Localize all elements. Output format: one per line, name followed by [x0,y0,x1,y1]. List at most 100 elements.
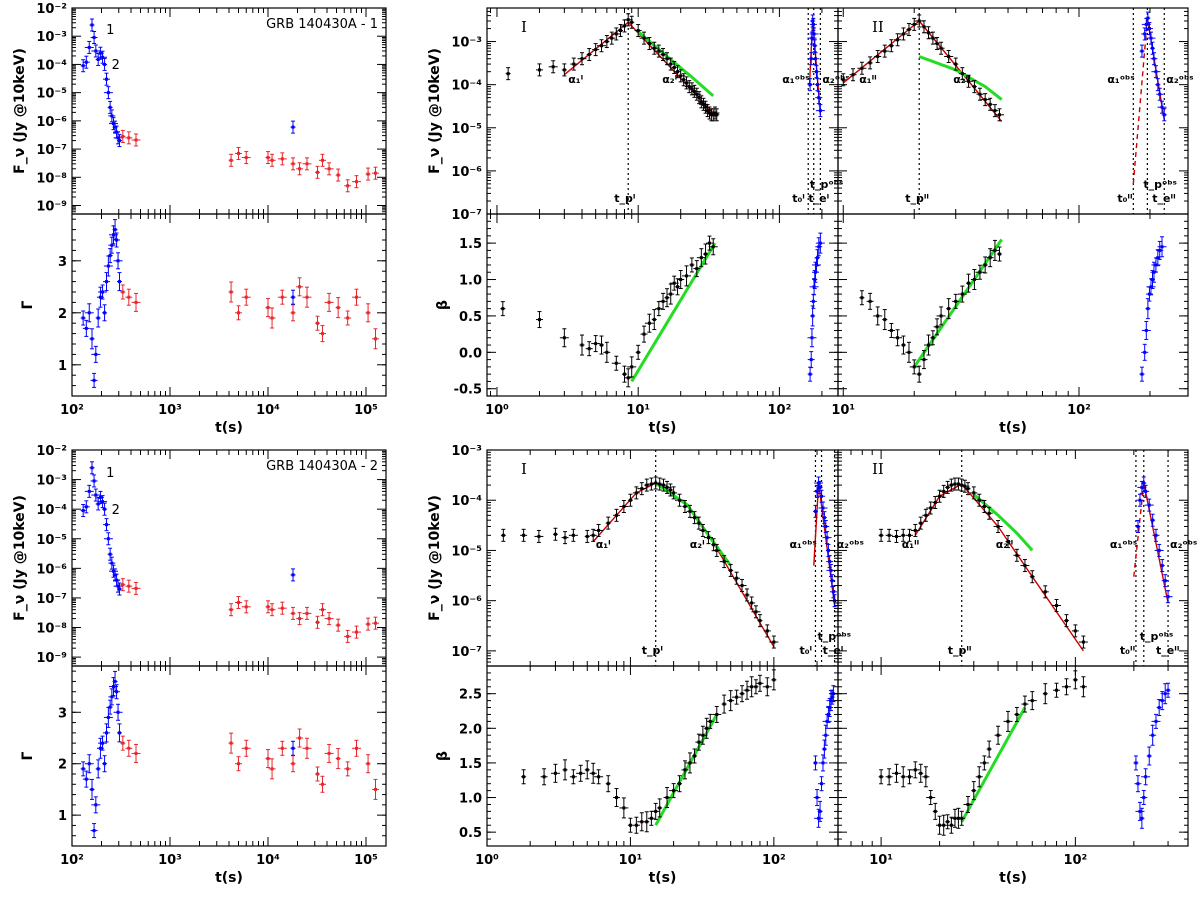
data-point [687,85,691,89]
data-point [1138,498,1142,502]
data-point [1160,245,1164,249]
x-tick-label: 10³ [158,403,182,418]
data-point [825,536,829,540]
data-point [883,49,887,53]
data-point [949,483,953,487]
data-point [298,617,302,621]
data-point [997,113,1001,117]
series-second-flare-blue- [812,685,837,828]
x-tick-label: 10² [60,403,84,418]
y-tick-label: 10⁻⁶ [36,115,67,130]
data-point [98,746,102,750]
data-point [1151,518,1155,522]
data-point [647,321,651,325]
annotation-label: α₂ᴵ [690,538,705,551]
data-point [105,77,109,81]
data-point [722,702,726,706]
data-point [111,122,115,126]
y-tick-label: 10⁻³ [451,36,482,51]
data-point [933,809,937,813]
data-point [685,274,689,278]
data-point [366,311,370,315]
data-point [652,46,656,50]
y-tick-label: 0.5 [459,310,482,325]
data-point [108,705,112,709]
series-second-flare-blue- [1139,236,1167,382]
fit-rise-fit [914,483,963,536]
data-point [244,605,248,609]
data-point [929,506,933,510]
series-flare-data [878,670,1087,836]
data-point [679,74,683,78]
data-point [87,489,91,493]
y-tick-label: 10⁻⁷ [36,143,67,158]
data-point [634,823,638,827]
data-point [84,326,88,330]
data-point [808,372,812,376]
data-point [665,796,669,800]
series-flare-data [840,14,1004,122]
data-point [812,285,816,289]
data-point [1140,372,1144,376]
data-point [316,772,320,776]
data-point [657,307,661,311]
data-point [735,576,739,580]
data-point [830,695,834,699]
data-point [645,820,649,824]
data-point [1156,83,1160,87]
data-point [346,184,350,188]
data-point [815,83,819,87]
data-point [636,350,640,354]
data-point [229,608,233,612]
data-point [1142,796,1146,800]
annotation-label: t_pᵒᵇˢ [1143,178,1176,191]
fit-green-model [918,55,1003,101]
data-point [87,45,91,49]
data-point [668,488,672,492]
data-point [830,579,834,583]
data-point [829,699,833,703]
data-point [270,608,274,612]
axes-frame [71,213,387,397]
panel-gm1: 10² 10³ 10⁴ 10⁵ 1 2 3 t(s) Γ [20,213,387,436]
data-point [103,62,107,66]
data-point [690,263,694,267]
data-point [622,24,626,28]
data-point [117,731,121,735]
y-tick-label: 10⁻³ [36,30,67,45]
data-point [236,151,240,155]
data-point [765,629,769,633]
data-point [883,318,887,322]
data-point [354,180,358,184]
annotation-label: t₀ᴵᴵ [1120,644,1135,657]
data-point [1154,263,1158,267]
series-second-flare-blue- [1135,476,1173,604]
data-point [280,295,284,299]
data-point [1064,619,1068,623]
data-point [105,523,109,527]
data-point [813,761,817,765]
data-point [860,66,864,70]
data-point [291,573,295,577]
annotation-label: t_eᴵ [808,192,829,205]
data-point [1023,564,1027,568]
data-point [106,264,110,268]
data-point [600,44,604,48]
data-point [922,25,926,29]
series-flare-data [500,235,718,388]
data-point [373,337,377,341]
data-point [665,296,669,300]
data-point [977,775,981,779]
data-point [676,70,680,74]
data-point [117,280,121,284]
data-point [630,365,634,369]
data-point [605,350,609,354]
data-point [708,719,712,723]
data-point [101,290,105,294]
data-point [901,533,905,537]
axes-frame [71,7,387,215]
data-point [889,44,893,48]
data-point [81,767,85,771]
data-point [683,504,687,508]
